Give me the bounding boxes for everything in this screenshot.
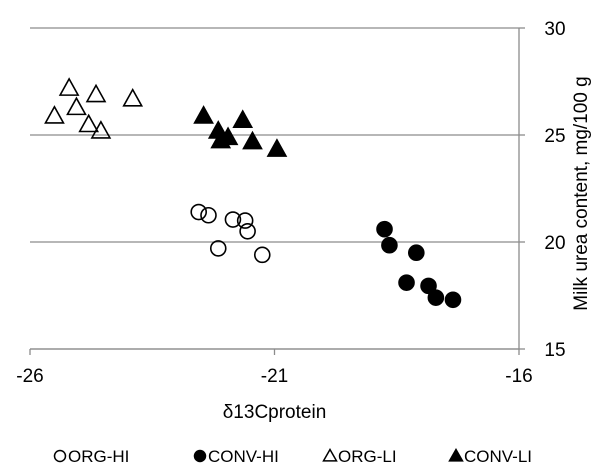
legend: ORG-HI CONV-HI ORG-LI CONV-LI (53, 447, 532, 466)
series-CONV-HI (376, 220, 462, 309)
point-CONV-HI-4 (420, 277, 437, 295)
point-ORG-LI-0 (58, 77, 80, 96)
y-tick-label-2: 25 (544, 126, 565, 147)
x-axis-ticks: -26 -21 -16 (16, 349, 533, 387)
point-ORG-LI-3 (44, 105, 65, 124)
y-tick-label-3: 30 (544, 19, 565, 40)
point-ORG-HI-4 (236, 212, 254, 229)
y-axis-ticks: 15 20 25 30 (519, 19, 566, 361)
legend-label-ORG-HI: ORG-HI (68, 447, 129, 466)
point-CONV-HI-5 (427, 289, 445, 306)
point-CONV-LI-6 (266, 138, 288, 157)
point-ORG-HI-5 (239, 223, 256, 240)
legend-marker-CONV-HI (193, 449, 207, 463)
legend-item-ORG-HI: ORG-HI (53, 447, 129, 466)
point-ORG-LI-6 (122, 87, 144, 107)
x-axis-title: δ13Cprotein (223, 402, 327, 423)
legend-marker-CONV-LI (448, 447, 464, 462)
x-tick-label-0: -26 (16, 366, 43, 387)
point-ORG-LI-2 (85, 83, 107, 103)
legend-marker-ORG-HI (53, 449, 67, 463)
series-ORG-HI (190, 203, 271, 264)
point-CONV-LI-4 (232, 109, 254, 129)
point-CONV-LI-5 (242, 130, 263, 150)
y-tick-label-0: 15 (544, 340, 565, 361)
legend-marker-ORG-LI (322, 447, 338, 462)
legend-item-CONV-HI: CONV-HI (193, 447, 279, 466)
x-tick-label-2: -16 (505, 366, 532, 387)
legend-label-CONV-LI: CONV-LI (464, 447, 532, 466)
point-ORG-LI-1 (66, 96, 87, 116)
series-ORG-LI (44, 77, 144, 139)
point-ORG-HI-0 (190, 203, 208, 221)
data-points (44, 77, 462, 309)
point-ORG-HI-6 (253, 246, 271, 264)
point-CONV-HI-0 (376, 220, 393, 238)
point-ORG-HI-3 (224, 211, 242, 228)
point-ORG-LI-4 (78, 113, 100, 133)
legend-item-ORG-LI: ORG-LI (322, 447, 397, 466)
point-ORG-LI-5 (90, 120, 112, 139)
point-ORG-HI-1 (200, 206, 217, 224)
legend-label-ORG-LI: ORG-LI (338, 447, 397, 466)
y-axis-title: Milk urea content, mg/100 g (571, 76, 592, 310)
legend-label-CONV-HI: CONV-HI (208, 447, 279, 466)
point-CONV-LI-0 (193, 105, 214, 124)
point-CONV-LI-3 (210, 129, 232, 149)
x-tick-label-1: -21 (261, 366, 288, 387)
series-CONV-LI (193, 105, 288, 157)
point-CONV-HI-1 (381, 236, 398, 254)
legend-item-CONV-LI: CONV-LI (448, 447, 532, 466)
point-ORG-HI-2 (209, 240, 227, 257)
point-CONV-HI-3 (398, 274, 415, 291)
point-CONV-HI-6 (444, 291, 462, 309)
y-tick-label-1: 20 (544, 233, 565, 254)
point-CONV-HI-2 (408, 244, 425, 261)
